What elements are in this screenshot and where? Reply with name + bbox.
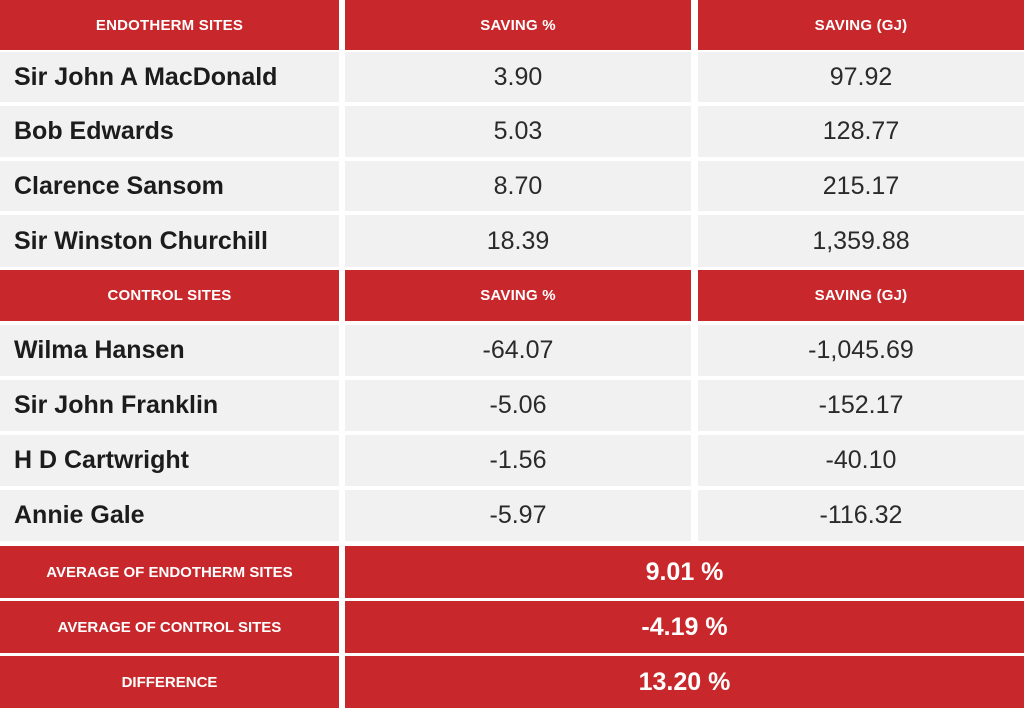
summary-label-average-control: AVERAGE OF CONTROL SITES [0, 601, 339, 653]
control-saving-percent: -1.56 [345, 435, 691, 486]
endotherm-site-name: Clarence Sansom [0, 161, 339, 211]
control-saving-gj: -152.17 [698, 380, 1024, 431]
header-saving-gj: SAVING (GJ) [698, 270, 1024, 321]
endotherm-saving-gj: 128.77 [698, 106, 1024, 157]
header-saving-percent: SAVING % [345, 270, 691, 321]
summary-label-difference: DIFFERENCE [0, 656, 339, 708]
control-saving-percent: -64.07 [345, 325, 691, 376]
endotherm-saving-gj: 215.17 [698, 161, 1024, 211]
summary-value-average-endotherm: 9.01 % [345, 546, 1024, 598]
control-site-name: Wilma Hansen [0, 325, 339, 376]
summary-value-difference: 13.20 % [345, 656, 1024, 708]
summary-value-average-control: -4.19 % [345, 601, 1024, 653]
summary-label-average-endotherm: AVERAGE OF ENDOTHERM SITES [0, 546, 339, 598]
endotherm-site-name: Sir John A MacDonald [0, 52, 339, 102]
control-saving-gj: -116.32 [698, 490, 1024, 541]
endotherm-saving-percent: 5.03 [345, 106, 691, 157]
endotherm-site-name: Sir Winston Churchill [0, 215, 339, 267]
control-site-name: H D Cartwright [0, 435, 339, 486]
endotherm-saving-percent: 3.90 [345, 52, 691, 102]
endotherm-saving-percent: 18.39 [345, 215, 691, 267]
control-saving-percent: -5.06 [345, 380, 691, 431]
endotherm-saving-gj: 1,359.88 [698, 215, 1024, 267]
control-saving-gj: -1,045.69 [698, 325, 1024, 376]
header-saving-gj: SAVING (GJ) [698, 0, 1024, 50]
endotherm-site-name: Bob Edwards [0, 106, 339, 157]
endotherm-saving-percent: 8.70 [345, 161, 691, 211]
endotherm-saving-gj: 97.92 [698, 52, 1024, 102]
header-endotherm-sites: ENDOTHERM SITES [0, 0, 339, 50]
header-control-sites: CONTROL SITES [0, 270, 339, 321]
control-site-name: Sir John Franklin [0, 380, 339, 431]
control-site-name: Annie Gale [0, 490, 339, 541]
control-saving-gj: -40.10 [698, 435, 1024, 486]
control-saving-percent: -5.97 [345, 490, 691, 541]
header-saving-percent: SAVING % [345, 0, 691, 50]
